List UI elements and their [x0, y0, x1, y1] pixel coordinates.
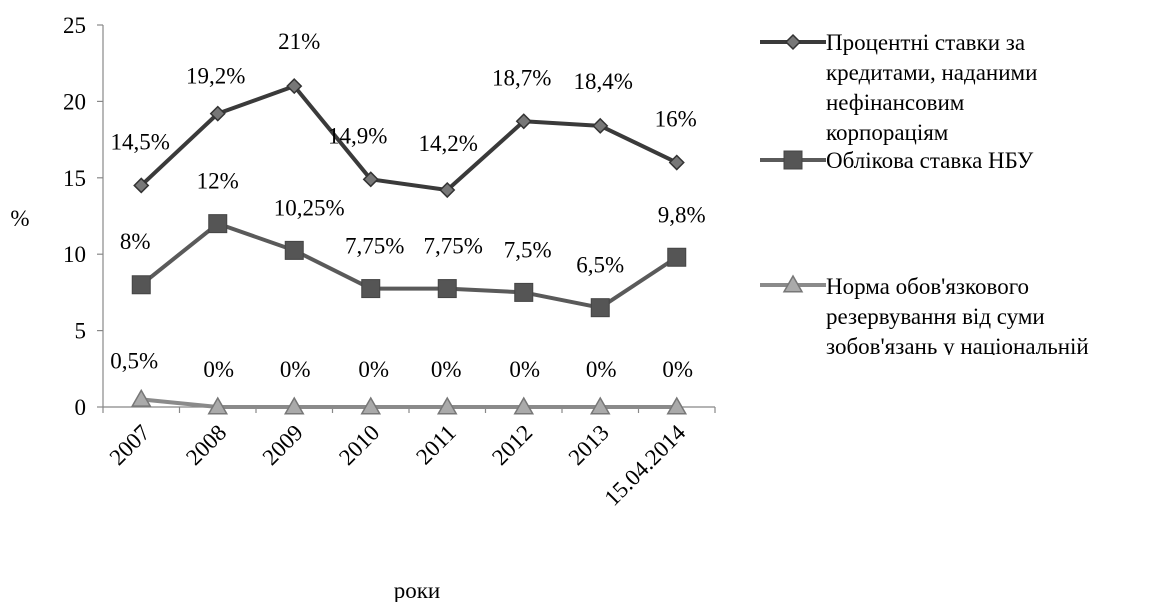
x-tick-label: 2011 [411, 420, 461, 470]
data-label: 0% [509, 357, 540, 382]
y-tick-label: 0 [75, 395, 87, 420]
data-point-diamond [439, 181, 456, 199]
x-tick-label: 2008 [181, 420, 231, 470]
y-tick-label: 15 [63, 166, 86, 191]
x-axis-title: роки [394, 578, 440, 602]
data-point-square [131, 275, 151, 295]
x-tick-label: 2013 [564, 420, 614, 470]
series-line [141, 397, 677, 409]
series-line [140, 221, 678, 310]
legend-label: Процентні ставки за [826, 30, 1025, 55]
x-tick-label: 2007 [105, 420, 155, 470]
data-point-diamond [668, 154, 685, 171]
data-label: 21% [278, 29, 320, 54]
x-tick-label: 2009 [258, 420, 308, 470]
data-label: 12% [197, 169, 239, 194]
data-point-triangle [666, 396, 688, 415]
data-label: 0,5% [110, 348, 158, 373]
x-tick-label: 2010 [334, 420, 384, 470]
data-point-diamond [133, 177, 150, 194]
data-label: 7,5% [504, 237, 552, 262]
series-3 [130, 388, 688, 415]
y-tick-label: 10 [63, 242, 86, 267]
legend: Процентні ставки за кредитами, наданими не… [760, 30, 1089, 359]
data-point-triangle [283, 396, 305, 415]
data-point-square [437, 279, 457, 299]
legend-label: резервування від суми [826, 304, 1045, 329]
data-point-triangle [207, 396, 229, 415]
data-label: 0% [358, 357, 389, 382]
data-label: 9,8% [658, 202, 706, 227]
series-2 [131, 214, 687, 318]
data-point-triangle [360, 396, 382, 415]
data-point-diamond [286, 78, 303, 95]
data-point-square [783, 150, 803, 170]
data-label: 0% [431, 357, 462, 382]
data-point-triangle [130, 388, 152, 407]
legend-item-3: Норма обов'язкового резервування від суми… [760, 274, 1089, 359]
data-point-diamond [362, 171, 379, 188]
data-labels: 14,5% 19,2% 21% 14,9% 14,2% 18,7% 18,4% 16% 8% 12… [110, 29, 705, 382]
data-label: 18,4% [574, 69, 633, 94]
data-point-triangle [436, 396, 458, 415]
series-line [139, 84, 678, 193]
data-label: 10,25% [274, 195, 345, 220]
series-1 [133, 78, 685, 199]
data-label: 18,7% [492, 65, 551, 90]
data-label: 16% [655, 107, 697, 132]
data-point-triangle [589, 396, 611, 415]
legend-label: Облікова ставка НБУ [826, 148, 1034, 173]
legend-label: нефінансовим [826, 90, 965, 115]
data-label: 8% [120, 229, 151, 254]
data-label: 0% [586, 357, 617, 382]
data-label: 14,5% [111, 129, 170, 154]
data-label: 7,75% [424, 234, 483, 259]
legend-item-2: Облікова ставка НБУ [760, 148, 1034, 173]
data-point-diamond [592, 117, 609, 134]
data-label: 0% [662, 357, 693, 382]
legend-label: корпораціям [826, 120, 949, 145]
y-axis-title: % [10, 206, 29, 231]
series-group [130, 78, 688, 415]
y-tick-label: 25 [63, 13, 86, 38]
data-label: 19,2% [186, 64, 245, 89]
legend-label: зобов'язань у національній [826, 334, 1089, 359]
legend-item-1: Процентні ставки за кредитами, наданими не… [760, 30, 1037, 145]
x-tick-label: 2012 [487, 420, 537, 470]
data-label: 14,9% [328, 123, 387, 148]
y-tick-label: 20 [63, 89, 86, 114]
legend-label: Норма обов'язкового [826, 274, 1029, 299]
data-point-triangle [513, 396, 535, 415]
data-label: 6,5% [576, 253, 624, 278]
data-point-square [667, 247, 687, 267]
data-label: 7,75% [345, 234, 404, 259]
data-point-square [208, 214, 228, 234]
data-point-diamond [515, 113, 532, 130]
data-point-square [361, 279, 381, 299]
y-tick-label: 5 [75, 319, 87, 344]
data-label: 14,2% [419, 131, 478, 156]
data-point-diamond [784, 33, 802, 51]
data-label: 0% [203, 357, 234, 382]
data-point-square [514, 282, 534, 302]
data-point-diamond [209, 105, 226, 122]
data-point-square [284, 240, 304, 260]
legend-label: кредитами, наданими [826, 60, 1037, 85]
data-label: 0% [280, 357, 311, 382]
data-point-triangle [782, 274, 804, 293]
x-tick-label: 15.04.2014 [599, 420, 690, 511]
data-point-square [590, 298, 610, 318]
